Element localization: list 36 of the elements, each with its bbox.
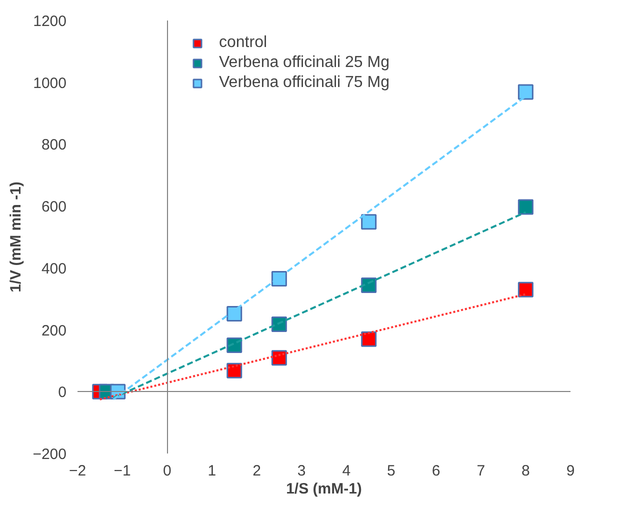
point: [518, 282, 534, 298]
y-tick-label: 800: [41, 136, 67, 154]
x-tick-label: 9: [566, 462, 575, 480]
x-tick-label: 3: [297, 462, 306, 480]
point: [271, 350, 287, 366]
x-tick-label: −1: [114, 462, 131, 480]
x-tick-label: −2: [68, 462, 86, 480]
legend-label: Verbena officinali 25 Mg: [219, 54, 390, 72]
point: [226, 306, 242, 322]
y-tick-label: 1200: [33, 13, 67, 30]
x-tick-label: 6: [432, 462, 440, 480]
x-tick-label: 0: [162, 462, 172, 480]
x-tick-label: 4: [342, 462, 351, 480]
y-tick-label: 600: [41, 198, 67, 216]
y-tick-label: 1000: [33, 74, 67, 92]
x-tick-label: 2: [252, 462, 261, 480]
point: [271, 271, 287, 287]
x-tick-label: 7: [476, 462, 486, 480]
x-tick-label: 1: [208, 462, 216, 480]
point: [361, 214, 377, 230]
y-tick-label: 0: [58, 384, 66, 402]
y-tick-label: −200: [32, 446, 67, 463]
legend-label: Verbena officinali 75 Mg: [219, 74, 390, 92]
x-axis-title: 1/S (mM-1): [286, 480, 362, 498]
point: [518, 84, 534, 100]
y-axis-title: 1/V (mM min -1): [8, 182, 24, 292]
y-tick-label: 400: [41, 260, 67, 278]
x-tick-label: 8: [522, 462, 530, 480]
legend-label: control: [219, 34, 268, 52]
x-tick-label: 5: [387, 462, 396, 480]
point: [518, 199, 534, 215]
point: [271, 316, 287, 332]
point: [361, 278, 377, 293]
point: [226, 362, 242, 378]
y-tick-label: 200: [41, 322, 67, 340]
point: [361, 331, 377, 347]
